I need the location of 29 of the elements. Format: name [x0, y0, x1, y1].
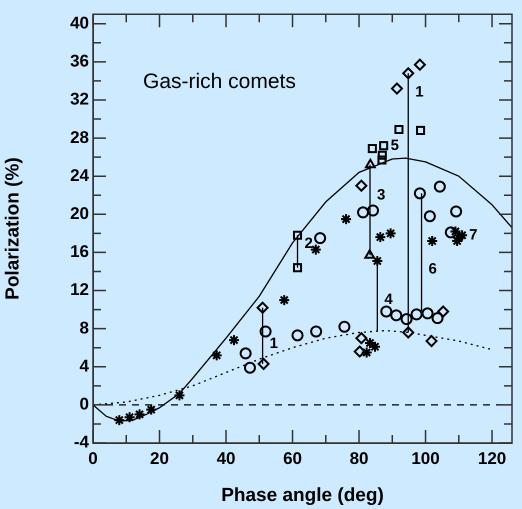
y-tick-label: 20	[70, 204, 89, 223]
x-axis-title: Phase angle (deg)	[221, 484, 384, 506]
annotation: 3	[377, 186, 386, 204]
y-tick-label: 40	[70, 13, 89, 32]
annotation: 1	[270, 335, 278, 352]
y-tick-label: 8	[80, 318, 89, 338]
x-tick-label: 100	[411, 448, 440, 468]
annotation: Gas-rich comets	[143, 70, 296, 93]
y-tick-label: -4	[74, 432, 90, 452]
y-tick-label: 16	[70, 242, 89, 262]
y-tick-label: 4	[80, 356, 90, 376]
y-tick-label: 24	[70, 166, 90, 185]
x-tick-label: 40	[216, 448, 236, 468]
x-tick-label: 120	[478, 448, 506, 468]
x-tick-label: 20	[150, 448, 169, 468]
annotation: 2	[304, 234, 313, 252]
x-tick-label: 80	[350, 448, 368, 468]
annotation: 4	[384, 291, 394, 308]
y-tick-label: 36	[70, 52, 89, 71]
y-axis-title: Polarization (%)	[2, 157, 24, 300]
annotation: 1	[415, 83, 424, 100]
y-tick-label: 28	[70, 128, 89, 147]
y-tick-label: 32	[70, 90, 89, 109]
annotation: 6	[428, 260, 437, 278]
annotation: 7	[469, 226, 478, 244]
annotation: 5	[390, 136, 399, 154]
y-tick-label: 12	[70, 280, 89, 300]
y-tick-label: 0	[80, 394, 89, 414]
x-tick-label: 60	[283, 448, 302, 468]
